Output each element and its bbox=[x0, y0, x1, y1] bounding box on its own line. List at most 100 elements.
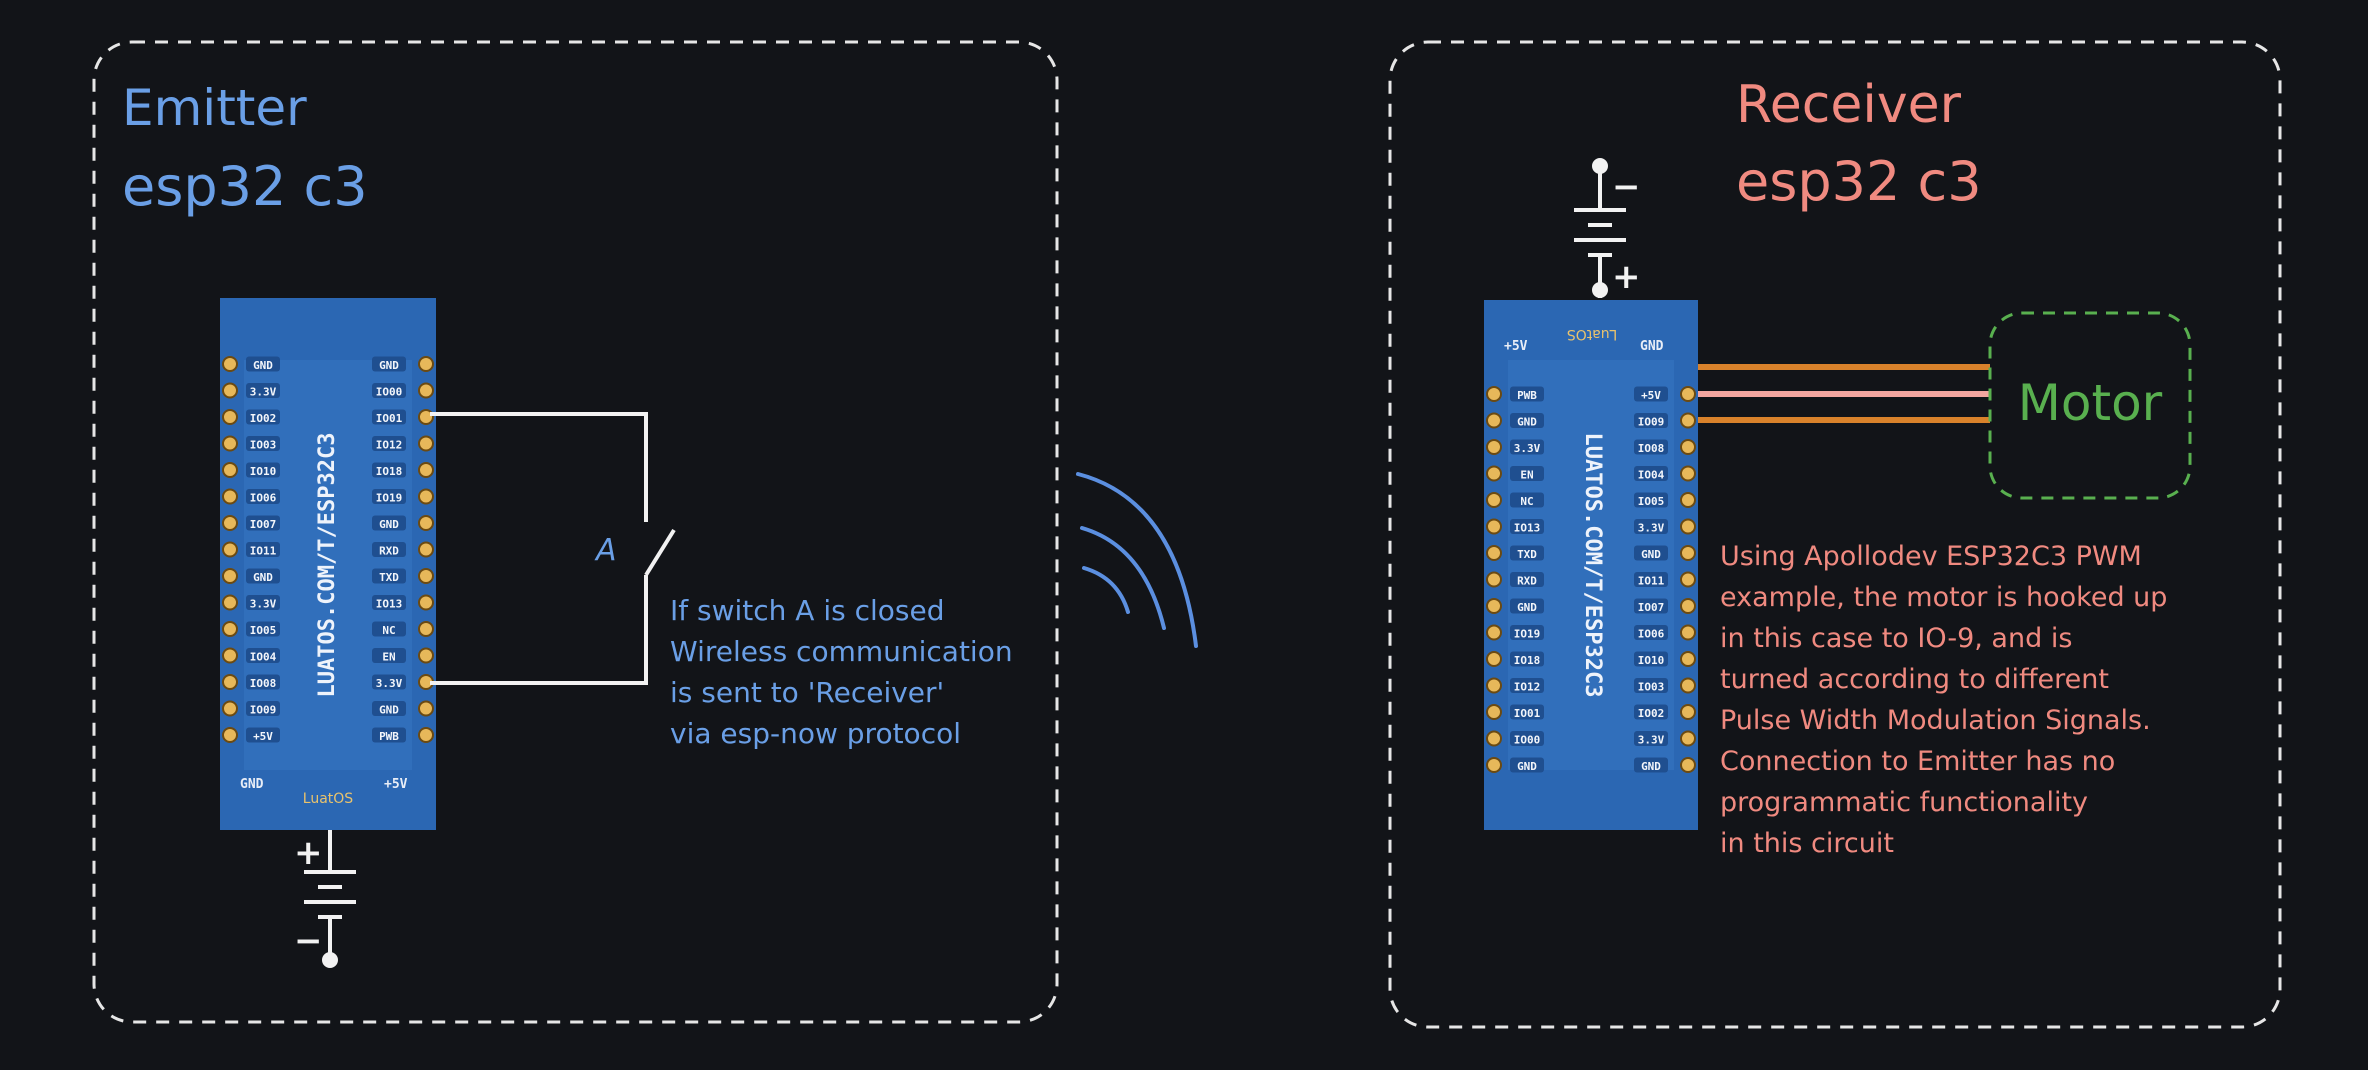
pin-tag bbox=[1510, 519, 1544, 534]
pin-pad bbox=[1486, 545, 1502, 561]
receiver-board-top-right-pin: GND bbox=[1640, 339, 1664, 354]
pin-pad bbox=[1486, 677, 1502, 694]
pin-tag bbox=[1634, 439, 1668, 455]
pin-label: IO11 bbox=[1638, 575, 1665, 588]
pin-pad bbox=[1680, 571, 1696, 588]
pin-tag bbox=[372, 436, 406, 451]
receiver-panel: Receiver esp32 c3 − + LuatOS +5V GND PWB… bbox=[1388, 40, 2282, 1029]
pin-pad bbox=[1486, 704, 1502, 720]
pin-tag bbox=[246, 515, 280, 531]
pin-pad bbox=[1680, 651, 1696, 667]
pin-pad bbox=[1680, 439, 1696, 455]
emitter-board: GND 3.3V IO02 IO03 IO10 IO06 IO07 IO11 GND 3.3V IO… bbox=[220, 298, 436, 830]
pin-tag bbox=[1510, 731, 1544, 746]
pin-label: EN bbox=[1520, 469, 1533, 482]
pin-label: GND bbox=[253, 571, 273, 584]
pin-tag bbox=[1510, 625, 1544, 640]
pin-label: IO13 bbox=[1514, 522, 1541, 535]
pin-tag bbox=[1634, 545, 1668, 561]
pin-tag bbox=[246, 674, 280, 690]
pin-tag bbox=[1634, 731, 1668, 746]
receiver-note: Using Apollodev ESP32C3 PWM example, the… bbox=[1720, 541, 2167, 859]
pin-pad bbox=[222, 382, 238, 399]
pin-pad bbox=[1680, 518, 1696, 535]
pin-tag bbox=[246, 727, 280, 743]
wire-io01-to-switch bbox=[430, 412, 648, 522]
pin-label: IO19 bbox=[1514, 628, 1541, 641]
pin-label: NC bbox=[1520, 495, 1533, 508]
pin-label: IO02 bbox=[1638, 707, 1665, 720]
pin-pad bbox=[222, 727, 238, 743]
switch-label: A bbox=[594, 533, 617, 568]
pin-label: IO10 bbox=[250, 465, 277, 478]
receiver-note-line: in this case to IO-9, and is bbox=[1720, 623, 2072, 654]
pin-pad bbox=[222, 647, 238, 664]
pin-tag bbox=[246, 568, 280, 584]
emitter-board-bottom-left-pin: GND bbox=[240, 777, 264, 792]
emitter-note-line: Wireless communication bbox=[670, 635, 1013, 668]
pin-label: 3.3V bbox=[250, 598, 277, 611]
pin-tag bbox=[1634, 572, 1668, 587]
pin-label: PWB bbox=[1517, 389, 1537, 402]
pin-pad bbox=[418, 435, 434, 452]
pin-tag bbox=[1634, 757, 1668, 773]
pin-label: RXD bbox=[379, 545, 399, 558]
pin-tag bbox=[372, 383, 406, 398]
pin-pad bbox=[418, 727, 434, 743]
receiver-note-line: Connection to Emitter has no bbox=[1720, 746, 2115, 777]
emitter-note-line: If switch A is closed bbox=[670, 594, 945, 627]
pin-label: IO08 bbox=[250, 677, 277, 690]
pin-pad bbox=[1486, 598, 1502, 614]
pin-label: IO18 bbox=[1514, 654, 1541, 667]
receiver-battery-plus: + bbox=[1612, 257, 1641, 297]
pin-pad bbox=[1486, 730, 1502, 747]
pin-label: 3.3V bbox=[1638, 522, 1665, 535]
pin-tag bbox=[1510, 651, 1544, 667]
emitter-battery bbox=[304, 830, 356, 968]
pin-label: RXD bbox=[1517, 575, 1537, 588]
pin-tag bbox=[1510, 413, 1544, 428]
emitter-switch-circuit bbox=[430, 412, 676, 685]
pin-tag bbox=[1634, 625, 1668, 640]
pin-pad bbox=[222, 541, 238, 558]
pin-label: GND bbox=[1641, 548, 1661, 561]
pin-pad bbox=[222, 462, 238, 478]
pin-label: GND bbox=[379, 359, 399, 372]
pin-tag bbox=[372, 489, 406, 504]
pin-label: GND bbox=[1517, 601, 1537, 614]
pin-label: IO09 bbox=[250, 704, 277, 717]
pin-pad bbox=[1486, 651, 1502, 667]
receiver-note-line: Pulse Width Modulation Signals. bbox=[1720, 705, 2151, 736]
pin-pad bbox=[418, 356, 434, 372]
pin-label: TXD bbox=[1517, 548, 1537, 561]
pin-label: IO11 bbox=[250, 545, 277, 558]
receiver-battery bbox=[1574, 158, 1626, 298]
emitter-board-bottom-right-pin: +5V bbox=[384, 777, 408, 792]
pin-pad bbox=[222, 515, 238, 531]
pin-label: GND bbox=[1517, 416, 1537, 429]
emitter-board-brand: LuatOS bbox=[303, 791, 354, 807]
pin-pad bbox=[222, 356, 238, 372]
receiver-title: Receiver bbox=[1736, 75, 1962, 135]
pin-tag bbox=[1510, 439, 1544, 455]
pin-label: IO01 bbox=[376, 412, 403, 425]
pin-tag bbox=[372, 701, 406, 716]
motor-label: Motor bbox=[2018, 374, 2163, 432]
receiver-note-line: in this circuit bbox=[1720, 828, 1894, 859]
pin-label: IO08 bbox=[1638, 442, 1665, 455]
pin-pad bbox=[418, 700, 434, 717]
pin-tag bbox=[1510, 572, 1544, 587]
pin-label: GND bbox=[253, 359, 273, 372]
emitter-panel: Emitter esp32 c3 GND 3.3V IO02 IO03 IO10 IO06… bbox=[92, 40, 1059, 1024]
pin-pad bbox=[1680, 677, 1696, 694]
pin-label: IO19 bbox=[376, 492, 403, 505]
pin-tag bbox=[372, 595, 406, 610]
emitter-subtitle: esp32 c3 bbox=[122, 155, 368, 218]
pin-tag bbox=[1634, 651, 1668, 667]
pin-pad bbox=[222, 700, 238, 717]
pin-pad bbox=[418, 462, 434, 478]
switch-a bbox=[644, 528, 676, 577]
emitter-right-pins: GND IO00 IO01 IO12 IO18 IO19 GND RXD TXD IO13 NC EN… bbox=[372, 356, 434, 743]
pin-label: GND bbox=[1517, 760, 1537, 773]
